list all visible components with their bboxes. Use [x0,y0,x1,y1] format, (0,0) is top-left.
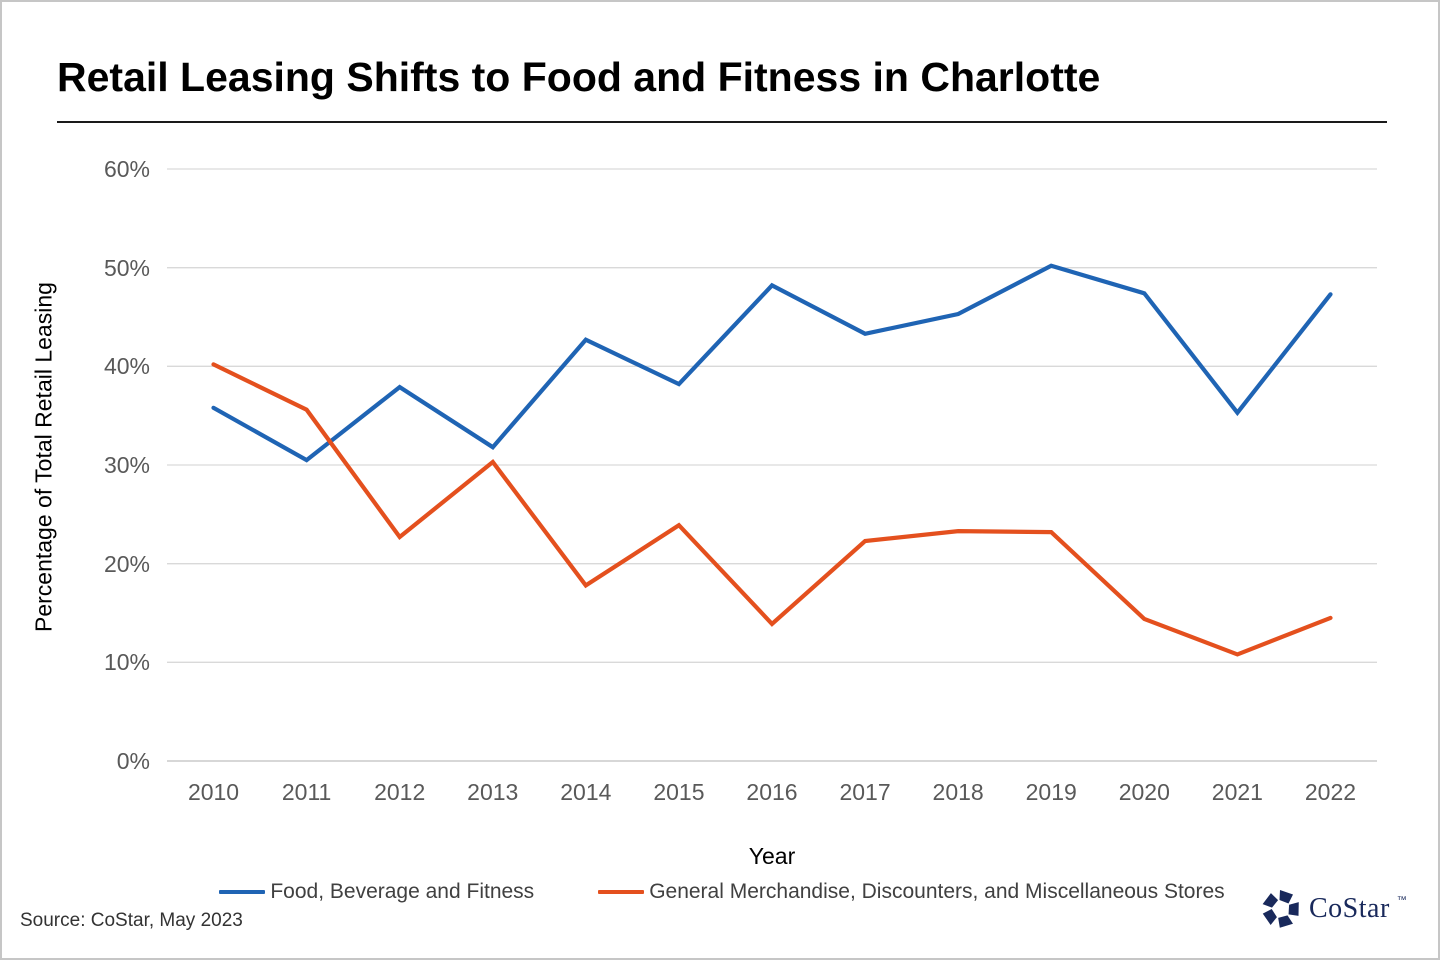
x-tick-label: 2015 [653,779,705,805]
x-tick-label: 2011 [281,779,332,805]
series-lines [211,263,1333,657]
x-tick-label: 2017 [839,779,891,805]
y-tick-label: 10% [103,649,150,676]
x-tick-label: 2016 [746,779,798,805]
x-tick-label: 2013 [467,779,519,805]
page-title: Retail Leasing Shifts to Food and Fitnes… [57,54,1101,100]
title-underline [57,121,1387,123]
legend-item-food-beverage-and-fitness: Food, Beverage and Fitness [219,880,534,904]
x-tick-label: 2014 [560,779,612,805]
x-tick-label: 2018 [932,779,984,805]
series-line-general-merchandise-discounters-and-miscellaneous-stores [211,362,1333,657]
x-tick-label: 2021 [1211,779,1263,805]
legend-label: General Merchandise, Discounters, and Mi… [649,880,1225,903]
x-tick-label: 2020 [1118,779,1170,805]
costar-logo-icon [1260,890,1302,930]
y-axis-title: Percentage of Total Retail Leasing [30,282,57,632]
gridlines [167,168,1377,762]
costar-logo-text: CoStar [1309,893,1390,924]
x-tick-label: 2019 [1025,779,1077,805]
y-tick-label: 0% [116,748,150,774]
legend-marker-food-beverage-and-fitness [219,890,266,894]
y-tick-label: 50% [103,254,150,281]
y-tick-label: 60% [103,156,150,182]
y-tick-label: 20% [103,550,150,577]
y-tick-label: 30% [103,452,150,478]
costar-logo: CoStar ™ [1260,886,1407,932]
legend: Food, Beverage and Fitness General Merch… [2,880,1438,904]
legend-marker-general-merchandise [598,890,645,894]
legend-item-general-merchandise: General Merchandise, Discounters, and Mi… [598,880,1225,904]
x-axis-title: Year [748,843,796,869]
x-tick-label: 2012 [374,779,426,805]
source-text: Source: CoStar, May 2023 [20,910,243,931]
legend-label: Food, Beverage and Fitness [270,880,535,903]
series-line-food-beverage-and-fitness [211,263,1333,463]
y-tick-label: 40% [103,353,150,380]
x-tick-label: 2022 [1304,779,1357,805]
costar-logo-tm: ™ [1396,895,1407,906]
plot-svg [167,168,1377,762]
x-tick-label: 2010 [187,779,240,805]
